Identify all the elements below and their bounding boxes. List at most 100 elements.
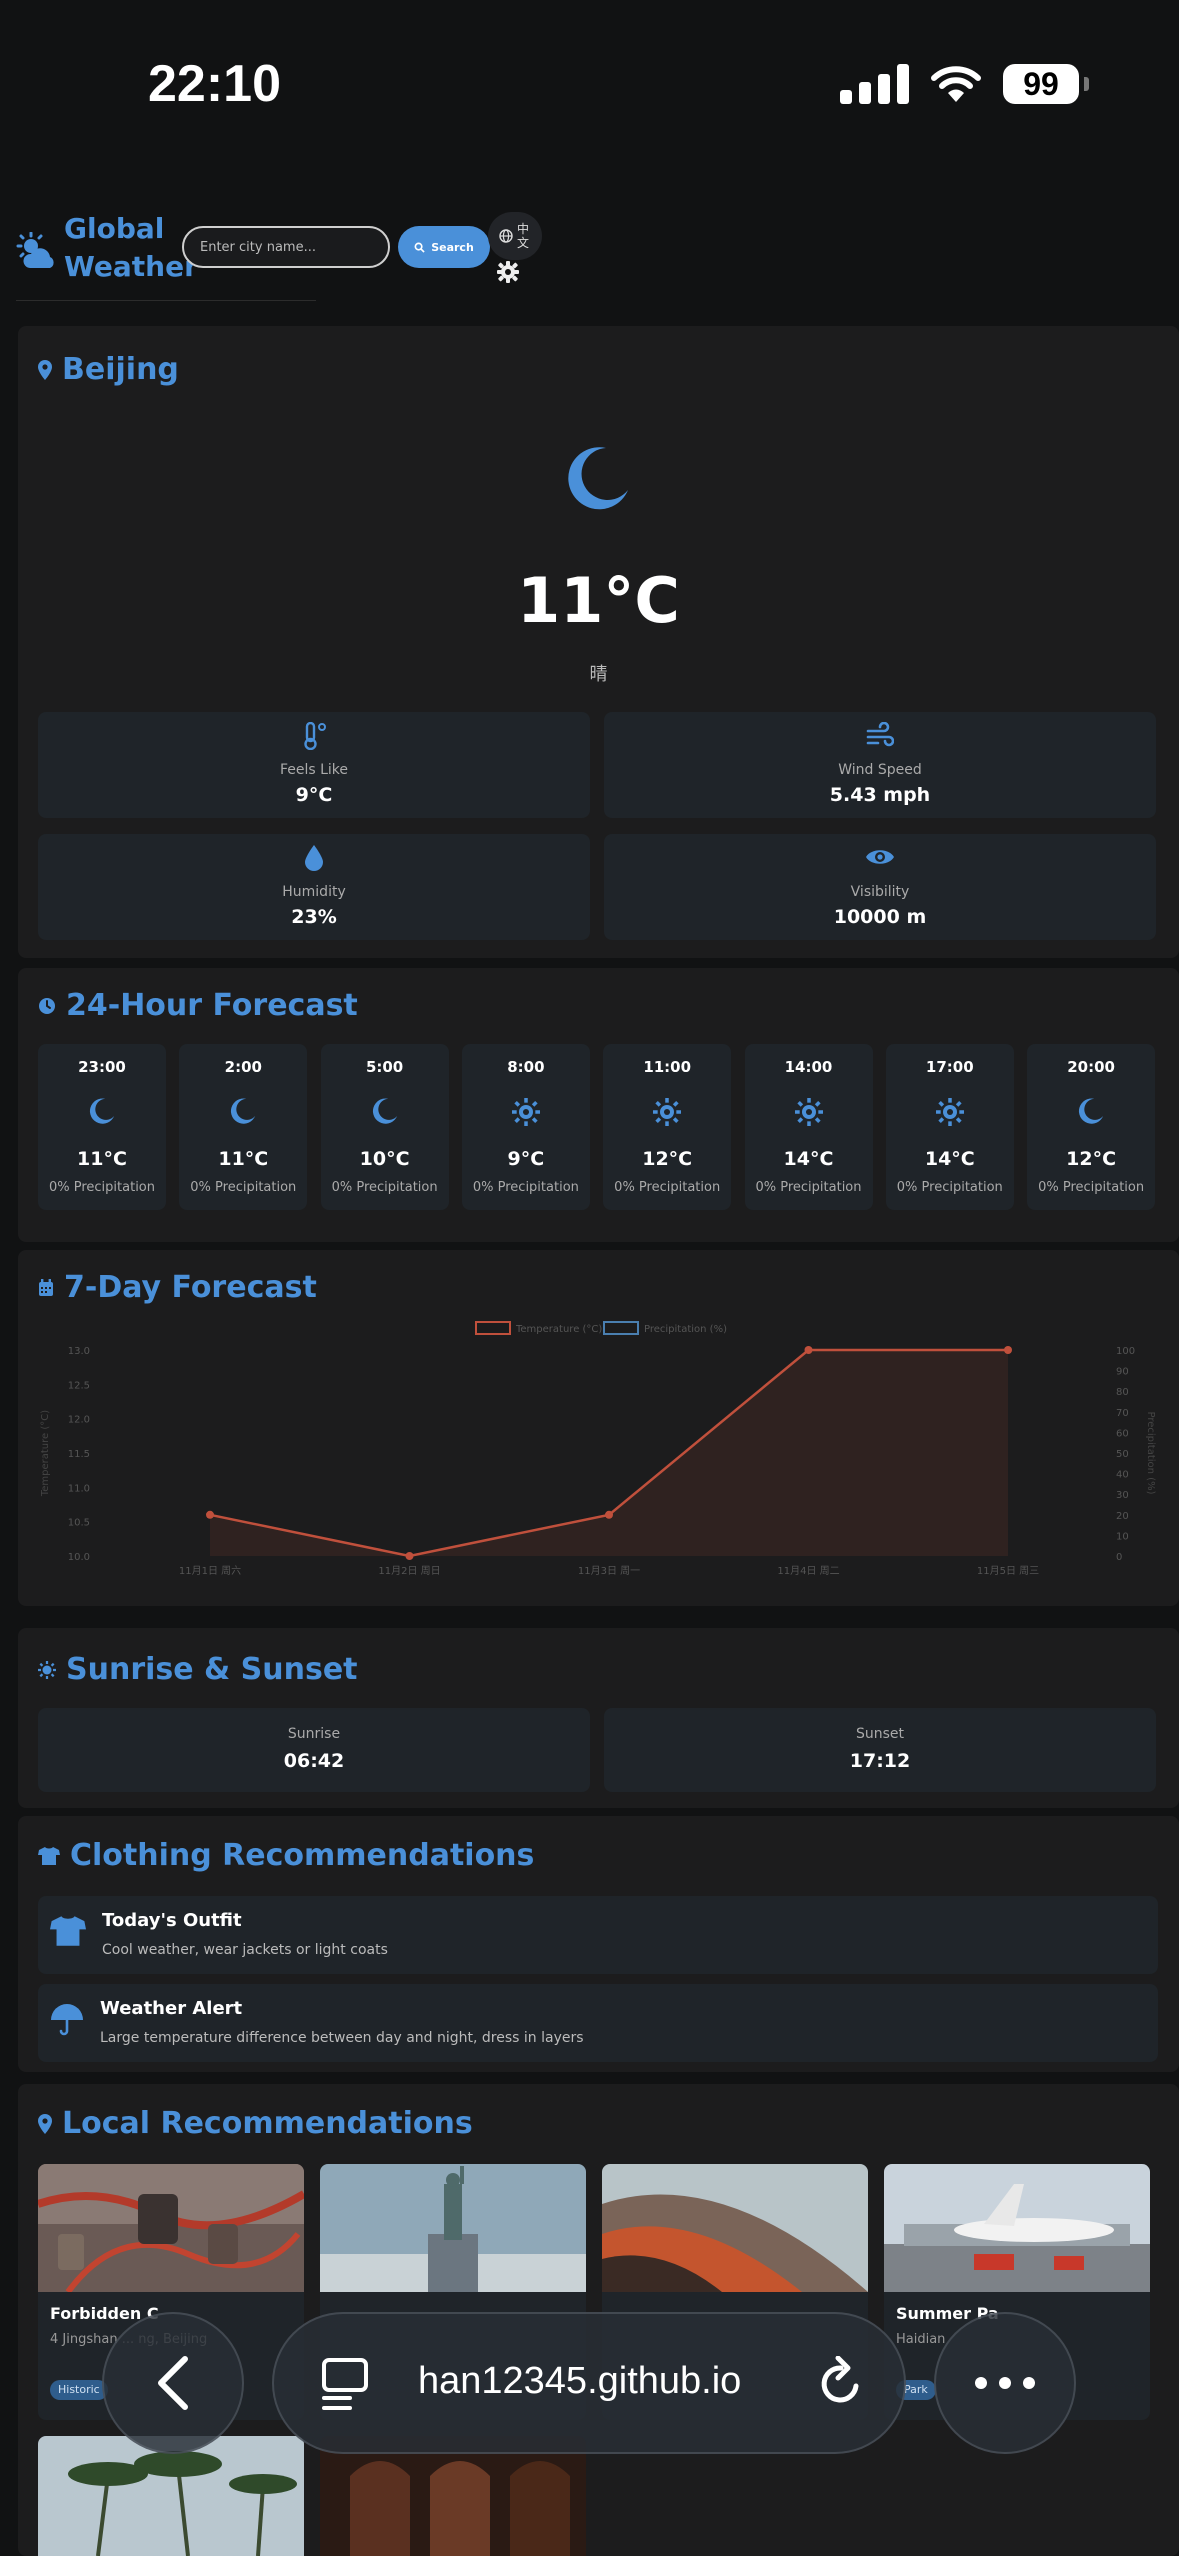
clothing-heading: Clothing Recommendations bbox=[38, 1838, 534, 1873]
sun-icon bbox=[653, 1098, 682, 1126]
moon-icon bbox=[1079, 1098, 1104, 1124]
legend-swatch-temperature bbox=[475, 1321, 511, 1335]
place-photo-building bbox=[602, 2164, 868, 2292]
y2-tick-label: 100 bbox=[1116, 1346, 1135, 1357]
place-card[interactable] bbox=[38, 2436, 304, 2556]
hour-time: 23:00 bbox=[78, 1058, 126, 1076]
cellular-signal-icon bbox=[840, 64, 909, 104]
place-card[interactable]: Summer Pa Haidian Park bbox=[884, 2164, 1150, 2420]
browser-address-bar[interactable]: han12345.github.io bbox=[272, 2312, 906, 2454]
hour-tile: 8:00 9°C 0% Precipitation bbox=[461, 1044, 590, 1210]
place-photo-palms bbox=[38, 2436, 304, 2556]
sunset-time: 17:12 bbox=[849, 1750, 911, 1772]
hour-precip: 0% Precipitation bbox=[614, 1180, 721, 1195]
feels-like-tile: Feels Like 9°C bbox=[38, 712, 590, 818]
city-search-input[interactable] bbox=[182, 226, 390, 268]
header-divider bbox=[16, 300, 316, 301]
sun-icon bbox=[38, 1660, 56, 1679]
hour-precip: 0% Precipitation bbox=[896, 1180, 1003, 1195]
outfit-recommendation: Today's Outfit Cool weather, wear jacket… bbox=[38, 1896, 1158, 1974]
sunset-tile: Sunset 17:12 bbox=[604, 1708, 1156, 1792]
sun-title: Sunrise & Sunset bbox=[66, 1652, 358, 1687]
hour-precip: 0% Precipitation bbox=[190, 1180, 297, 1195]
browser-url: han12345.github.io bbox=[418, 2360, 742, 2402]
x-tick-label: 11月1日 周六 bbox=[179, 1565, 241, 1577]
y-axis-label: Temperature (°C) bbox=[40, 1410, 51, 1497]
y2-tick-label: 70 bbox=[1116, 1408, 1129, 1419]
gear-icon[interactable] bbox=[496, 260, 520, 284]
metric-label: Feels Like bbox=[279, 762, 349, 778]
local-heading: Local Recommendations bbox=[38, 2106, 473, 2141]
browser-back-button[interactable] bbox=[102, 2312, 244, 2454]
hour-temp: 11°C bbox=[218, 1148, 269, 1170]
sun-icon bbox=[935, 1098, 964, 1126]
hour-time: 8:00 bbox=[507, 1058, 545, 1076]
y2-tick-label: 40 bbox=[1116, 1470, 1129, 1481]
hour-precip: 0% Precipitation bbox=[1038, 1180, 1145, 1195]
temperature-point bbox=[804, 1346, 813, 1354]
local-recommendations-card: Local Recommendations Forbidden C 4 Jing… bbox=[18, 2084, 1179, 2556]
search-button[interactable]: Search bbox=[398, 226, 490, 268]
search-icon bbox=[414, 242, 425, 253]
temperature-area bbox=[210, 1350, 1008, 1556]
sun-icon bbox=[794, 1098, 823, 1126]
city-heading: Beijing bbox=[38, 352, 179, 387]
shirt-icon bbox=[38, 1846, 60, 1865]
y-tick-label: 10.5 bbox=[68, 1518, 90, 1529]
place-photo-statue bbox=[320, 2164, 586, 2292]
y2-tick-label: 80 bbox=[1116, 1387, 1129, 1398]
hour-tile: 5:00 10°C 0% Precipitation bbox=[320, 1044, 449, 1210]
umbrella-icon bbox=[51, 2004, 83, 2036]
y-tick-label: 11.0 bbox=[68, 1483, 90, 1494]
clothing-title: Clothing Recommendations bbox=[70, 1838, 535, 1873]
place-tag: Historic bbox=[50, 2380, 108, 2400]
temperature-point bbox=[206, 1510, 214, 1519]
hour-tile: 14:00 14°C 0% Precipitation bbox=[744, 1044, 873, 1210]
hour-precip: 0% Precipitation bbox=[755, 1180, 862, 1195]
y2-tick-label: 0 bbox=[1116, 1552, 1122, 1563]
place-card[interactable] bbox=[320, 2436, 586, 2556]
sunrise-time: 06:42 bbox=[283, 1750, 345, 1772]
tabs-icon bbox=[322, 2358, 368, 2410]
current-weather-card: Beijing 11°C 晴 Feels Like 9°C Wind Speed… bbox=[18, 326, 1179, 958]
hour-tile: 23:00 11°C 0% Precipitation bbox=[38, 1044, 166, 1210]
metric-value: 23% bbox=[291, 906, 337, 928]
x-tick-label: 11月2日 周日 bbox=[378, 1565, 440, 1577]
eye-icon bbox=[866, 850, 894, 864]
place-name: Forbidden C bbox=[50, 2304, 159, 2323]
map-pin-icon bbox=[38, 2113, 52, 2134]
language-toggle-button[interactable]: 中文 bbox=[488, 212, 542, 260]
wind-icon bbox=[866, 722, 894, 747]
metric-value: 9°C bbox=[295, 784, 333, 806]
moon-icon bbox=[231, 1098, 256, 1124]
hourly-heading: 24-Hour Forecast bbox=[38, 988, 358, 1023]
cloud-sun-logo-icon bbox=[16, 232, 54, 268]
reload-icon[interactable] bbox=[816, 2356, 866, 2412]
battery-icon: 99 bbox=[1003, 64, 1089, 104]
temperature-point bbox=[605, 1510, 613, 1519]
hour-temp: 14°C bbox=[924, 1148, 975, 1170]
sunrise-sunset-card: Sunrise & Sunset Sunrise 06:42 Sunset 17… bbox=[18, 1628, 1179, 1808]
weekly-heading: 7-Day Forecast bbox=[38, 1270, 317, 1305]
status-icons: 99 bbox=[840, 64, 1089, 104]
x-tick-label: 11月3日 周一 bbox=[578, 1565, 640, 1577]
y-tick-label: 12.0 bbox=[68, 1415, 90, 1426]
clothing-card: Clothing Recommendations Today's Outfit … bbox=[18, 1816, 1179, 2072]
droplet-icon bbox=[305, 845, 323, 871]
hour-precip: 0% Precipitation bbox=[331, 1180, 438, 1195]
visibility-tile: Visibility 10000 m bbox=[604, 834, 1156, 940]
weather-description: 晴 bbox=[589, 664, 608, 685]
hour-tile: 11:00 12°C 0% Precipitation bbox=[603, 1044, 732, 1210]
hour-temp: 11°C bbox=[77, 1148, 127, 1170]
hour-precip: 0% Precipitation bbox=[472, 1180, 579, 1195]
hour-time: 5:00 bbox=[365, 1058, 404, 1076]
hour-time: 2:00 bbox=[224, 1058, 262, 1076]
browser-more-button[interactable] bbox=[934, 2312, 1076, 2454]
place-photo-locks bbox=[38, 2164, 304, 2292]
thermometer-icon bbox=[304, 722, 326, 750]
hour-time: 14:00 bbox=[784, 1058, 833, 1076]
sunrise-label: Sunrise bbox=[287, 1726, 341, 1742]
city-name: Beijing bbox=[62, 352, 179, 387]
temperature-point bbox=[405, 1552, 414, 1560]
